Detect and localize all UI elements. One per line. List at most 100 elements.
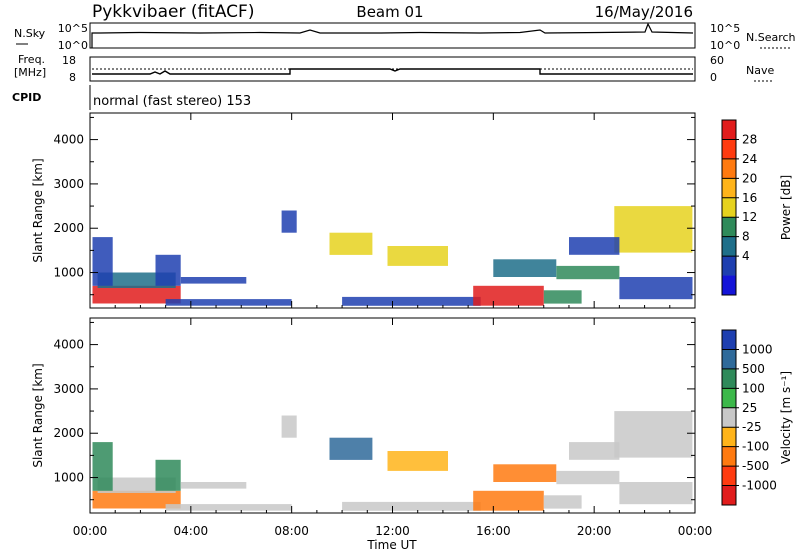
colorbar-tick-label: 4 [742, 249, 750, 263]
colorbar-tick-label: 24 [742, 152, 757, 166]
colorbar-tick-label: 500 [742, 362, 765, 376]
echo-region [387, 451, 448, 471]
x-tick-label: 08:00 [274, 524, 309, 538]
velocity-colorbar: 1000 500 100 25 -25 -100 -500 -1000 Velocity [m … [721, 329, 793, 506]
freq-bottom-tick: 8 [69, 71, 76, 84]
echo-region [281, 210, 297, 233]
x-tick-label: 12:00 [375, 524, 410, 538]
colorbar-tick-label: -1000 [742, 479, 777, 493]
echo-region [342, 501, 481, 511]
colorbar-segment [722, 197, 736, 218]
colorbar-segment [722, 120, 736, 140]
colorbar-tick-label: 100 [742, 381, 765, 395]
echo-region [614, 411, 693, 458]
colorbar-tick-label: 16 [742, 191, 757, 205]
nsky-label: N.Sky [14, 27, 46, 40]
y-axis-label: Slant Range [km] [31, 158, 45, 262]
x-tick-label: 20:00 [577, 524, 612, 538]
colorbar-segment [722, 446, 736, 467]
echo-region [165, 504, 292, 511]
nsearch-bottom-tick: 10^0 [710, 39, 740, 52]
echo-region [329, 437, 373, 460]
freq-panel: Freq. [MHz] 18 8 60 0 Nave [14, 53, 774, 84]
colorbar-tick-label: 25 [742, 401, 757, 415]
colorbar-frame [721, 119, 737, 296]
colorbar-segment [722, 427, 736, 447]
colorbar-tick-label: 12 [742, 210, 757, 224]
colorbar-segment [722, 139, 736, 160]
echo-region [342, 296, 481, 306]
beam-label: Beam 01 [356, 3, 423, 21]
power-colorbar: 28 24 20 16 12 8 4 Power [dB] [721, 119, 793, 296]
y-tick-label: 2000 [53, 221, 84, 235]
nsearch-label: N.Search [746, 31, 796, 44]
freq-trace [92, 68, 693, 75]
colorbar-segment [722, 275, 736, 296]
colorbar-label: Power [dB] [779, 175, 793, 240]
freq-label-1: Freq. [18, 53, 45, 66]
colorbar-segment [722, 217, 736, 237]
echo-region [569, 237, 620, 255]
y-tick-label: 1000 [53, 471, 84, 485]
cpid-label: CPID [12, 91, 41, 104]
echo-region [543, 290, 582, 304]
echo-region [92, 490, 181, 509]
colorbar-segment [722, 485, 736, 506]
echo-region [155, 459, 181, 491]
cpid-panel: CPID normal (fast stereo) 153 [12, 85, 251, 110]
colorbar-label: Velocity [m s⁻¹] [779, 371, 793, 464]
freq-top-tick: 18 [62, 54, 76, 67]
colorbar-segment [722, 407, 736, 428]
nsky-bottom-tick: 10^0 [58, 39, 88, 52]
x-axis-label: Time UT [366, 538, 417, 552]
velocity-panel: 1000 2000 3000 4000 Slant Range [km] 00:00 04:… [31, 317, 713, 538]
echo-region [556, 470, 620, 485]
colorbar-tick-label: 1000 [742, 342, 773, 356]
nave-bottom-tick: 0 [710, 71, 717, 84]
echo-region [543, 495, 582, 509]
y-tick-label: 4000 [53, 133, 84, 147]
echo-region [619, 482, 693, 505]
colorbar-tick-label: -100 [742, 440, 769, 454]
colorbar-tick-label: 8 [742, 230, 750, 244]
colorbar-frame [721, 329, 737, 506]
echo-region [92, 285, 181, 304]
echo-region [556, 265, 620, 280]
colorbar-segment [722, 466, 736, 486]
y-axis-label: Slant Range [km] [31, 363, 45, 467]
y-tick-label: 3000 [53, 177, 84, 191]
x-tick-label: 00:00 [678, 524, 713, 538]
colorbar-segment [722, 256, 736, 276]
echo-region [329, 232, 373, 255]
echo-region [92, 442, 113, 491]
x-tick-label: 16:00 [476, 524, 511, 538]
colorbar-segment [722, 349, 736, 370]
echo-region [155, 254, 181, 286]
power-panel: 1000 2000 3000 4000 Slant Range [km] [31, 112, 696, 309]
echo-region [473, 490, 544, 511]
nave-label: Nave [746, 64, 774, 77]
y-tick-label: 3000 [53, 382, 84, 396]
nsearch-top-tick: 10^5 [710, 22, 740, 35]
y-tick-label: 1000 [53, 266, 84, 280]
cpid-text: normal (fast stereo) 153 [93, 94, 251, 109]
nsky-panel: N.Sky 10^5 10^0 10^5 10^0 N.Search [14, 22, 796, 52]
echo-region [569, 442, 620, 460]
echo-region [493, 259, 557, 277]
colorbar-segment [722, 178, 736, 199]
echo-region [387, 246, 448, 266]
colorbar-tick-label: -25 [742, 420, 762, 434]
colorbar-segment [722, 236, 736, 257]
plot-title: Pykkvibaer (fitACF) [92, 2, 254, 22]
x-tick-label: 00:00 [73, 524, 108, 538]
echo-region [281, 415, 297, 438]
echo-region [92, 237, 113, 286]
colorbar-segment [722, 158, 736, 179]
nave-top-tick: 60 [710, 54, 724, 67]
colorbar-segment [722, 368, 736, 389]
y-tick-label: 2000 [53, 426, 84, 440]
echo-region [165, 299, 292, 306]
colorbar-segment [722, 330, 736, 350]
echo-region [619, 277, 693, 300]
